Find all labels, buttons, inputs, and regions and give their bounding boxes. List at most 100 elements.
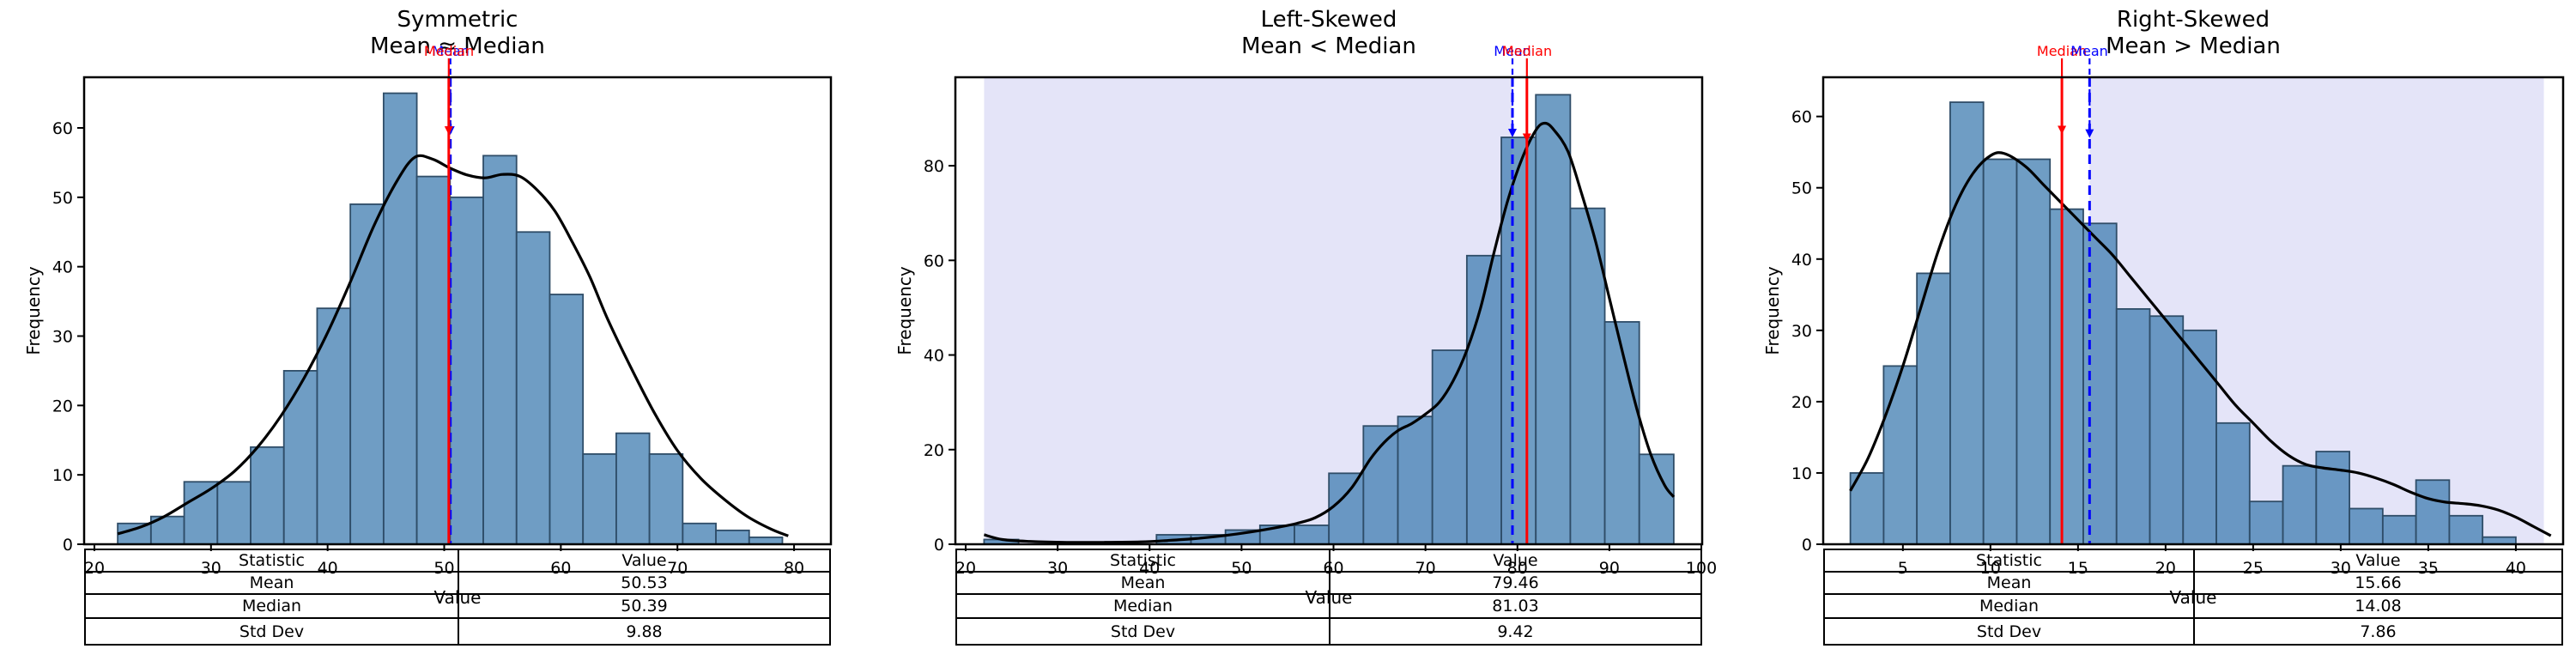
table-cell-label: Mean bbox=[1120, 573, 1166, 592]
table-row-stddev: Std Dev 9.42 bbox=[957, 617, 1700, 644]
histogram-bar bbox=[250, 446, 285, 545]
chart-subtitle: Mean > Median bbox=[2106, 33, 2281, 59]
y-tick-label: 60 bbox=[1791, 108, 1812, 127]
table-row-mean: Mean 79.46 bbox=[957, 571, 1700, 593]
histogram-bar bbox=[582, 453, 617, 545]
histogram-bar bbox=[2215, 421, 2251, 545]
median-arrowhead bbox=[2058, 125, 2067, 135]
table-cell-label: Mean bbox=[249, 573, 294, 592]
histogram-bar bbox=[1397, 415, 1433, 545]
y-tick-label: 40 bbox=[924, 347, 944, 366]
table-cell-label: Median bbox=[1979, 597, 2040, 616]
histogram-bar bbox=[382, 92, 418, 545]
histogram-bar bbox=[415, 175, 452, 545]
histogram-bar bbox=[2049, 208, 2084, 545]
chart-title: Left-Skewed bbox=[1260, 7, 1397, 33]
panel-right-skewed-title-block: Right-Skewed Mean > Median bbox=[1927, 7, 2459, 60]
table-cell-label: Median bbox=[241, 597, 302, 616]
table-cell-value: 7.86 bbox=[2193, 619, 2561, 644]
histogram-bar bbox=[648, 453, 684, 545]
histogram-bar bbox=[316, 307, 352, 545]
table-row-median: Median 81.03 bbox=[957, 593, 1700, 617]
y-tick-label: 0 bbox=[63, 536, 73, 555]
histogram-bar bbox=[2315, 451, 2350, 545]
x-axis-label: Value bbox=[433, 587, 482, 608]
plot-spines bbox=[82, 76, 833, 546]
stats-table-header-row: Statistic Value bbox=[957, 550, 1700, 571]
histogram-bar bbox=[2248, 500, 2284, 545]
table-cell-value: 79.46 bbox=[1329, 573, 1700, 593]
histogram-bar bbox=[1258, 525, 1295, 545]
kde-curve bbox=[117, 154, 789, 537]
histogram-bar bbox=[1849, 472, 1885, 545]
y-axis-label: Frequency bbox=[1762, 266, 1783, 355]
histogram-bar bbox=[2115, 308, 2151, 545]
histogram-bar bbox=[1362, 425, 1399, 545]
table-cell-label: Std Dev bbox=[239, 622, 305, 641]
x-axis-label: Value bbox=[1305, 587, 1353, 608]
histogram-bar bbox=[682, 522, 717, 545]
histogram-bar bbox=[2015, 158, 2052, 545]
stats-table-header-row: Statistic Value bbox=[1825, 550, 2561, 571]
histogram-bar bbox=[515, 231, 551, 545]
histogram-bar bbox=[2149, 315, 2185, 545]
y-tick-label: 40 bbox=[1791, 251, 1812, 270]
y-tick-label: 50 bbox=[52, 189, 73, 208]
table-row-median: Median 14.08 bbox=[1825, 593, 2561, 617]
histogram-bar bbox=[2381, 514, 2417, 545]
mean-annotation-label: Mean bbox=[1494, 43, 1531, 59]
histogram-bar bbox=[2082, 222, 2118, 545]
histogram-bar bbox=[449, 196, 484, 545]
histogram-bar bbox=[2349, 507, 2384, 545]
mean-arrowhead bbox=[2085, 129, 2094, 138]
y-tick-label: 20 bbox=[52, 397, 73, 415]
histogram-bar bbox=[1949, 101, 1985, 545]
median-annotation-label: Median bbox=[2036, 43, 2088, 59]
histogram-bar bbox=[549, 294, 585, 545]
stats-table: Statistic Value Mean 50.53 Median 50.39 … bbox=[84, 549, 831, 646]
table-cell-label: Mean bbox=[1986, 573, 2032, 592]
plot-spines bbox=[1821, 76, 2565, 546]
y-tick-label: 0 bbox=[934, 536, 944, 555]
table-row-mean: Mean 50.53 bbox=[86, 571, 829, 593]
histogram-bar bbox=[1465, 254, 1502, 545]
histogram-bar bbox=[183, 481, 219, 545]
histogram-bar bbox=[1569, 207, 1606, 545]
stats-table: Statistic Value Mean 15.66 Median 14.08 … bbox=[1823, 549, 2563, 646]
histogram-bar bbox=[1328, 472, 1365, 545]
histogram-bar bbox=[2482, 536, 2517, 545]
histogram-bar bbox=[349, 203, 385, 545]
table-cell-value: 15.66 bbox=[2193, 573, 2561, 593]
stats-table: Statistic Value Mean 79.46 Median 81.03 … bbox=[955, 549, 1702, 646]
histogram-bar bbox=[1500, 136, 1537, 545]
median-annotation-label: Median bbox=[423, 43, 475, 59]
table-header-statistic: Statistic bbox=[239, 551, 305, 570]
table-header-value: Value bbox=[1329, 550, 1700, 571]
histogram-bar bbox=[2282, 464, 2318, 545]
mean-annotation-label: Mean bbox=[432, 43, 470, 59]
table-row-mean: Mean 15.66 bbox=[1825, 571, 2561, 593]
histogram-bar bbox=[149, 515, 185, 545]
y-tick-label: 10 bbox=[1791, 464, 1812, 483]
histogram-bar bbox=[1535, 94, 1572, 545]
histogram-bar bbox=[1882, 365, 1918, 545]
panel-left-skewed-title-block: Left-Skewed Mean < Median bbox=[1063, 7, 1595, 60]
chart-title: Symmetric bbox=[397, 7, 518, 33]
histogram-bar bbox=[117, 522, 152, 545]
median-arrowhead bbox=[444, 126, 453, 136]
mean-arrowhead bbox=[445, 126, 455, 136]
table-cell-label: Std Dev bbox=[1976, 622, 2042, 641]
mean-arrowhead bbox=[1507, 128, 1517, 137]
histogram-bar bbox=[748, 537, 784, 545]
stats-table-header-row: Statistic Value bbox=[86, 550, 829, 571]
histogram-bar bbox=[1155, 534, 1192, 545]
panel-symmetric-title-block: Symmetric Mean ≈ Median bbox=[191, 7, 724, 60]
histogram-bar bbox=[2415, 479, 2451, 545]
plot-spines bbox=[954, 76, 1704, 546]
table-cell-label: Median bbox=[1112, 597, 1173, 616]
median-arrowhead bbox=[1522, 133, 1531, 143]
histogram-bar bbox=[1603, 321, 1640, 545]
histogram-bar bbox=[715, 529, 750, 545]
histogram-bar bbox=[1638, 453, 1675, 545]
table-row-stddev: Std Dev 9.88 bbox=[86, 617, 829, 644]
